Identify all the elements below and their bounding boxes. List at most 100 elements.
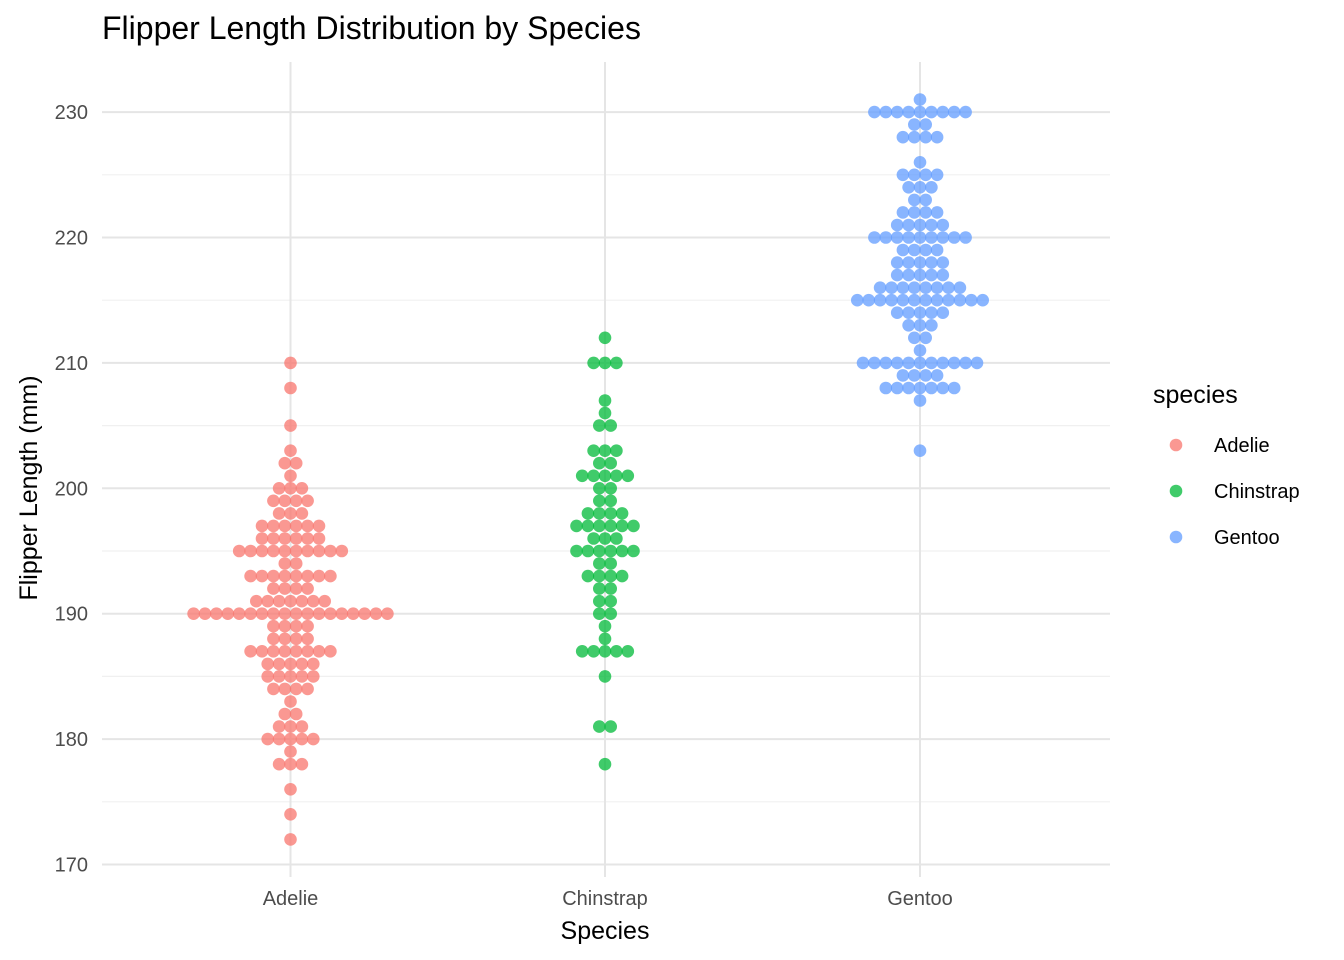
- data-point-gentoo: [942, 293, 955, 307]
- data-point-adelie: [272, 757, 286, 771]
- legend: species Adelie Chinstrap Gentoo: [1153, 381, 1300, 549]
- data-point-gentoo: [919, 168, 932, 182]
- data-point-chinstrap: [604, 519, 617, 533]
- data-point-adelie: [312, 607, 326, 620]
- data-point-chinstrap: [587, 645, 600, 658]
- y-tick-label: 230: [55, 102, 88, 124]
- legend-label-gentoo: Gentoo: [1214, 527, 1280, 549]
- legend-label-chinstrap: Chinstrap: [1214, 481, 1300, 503]
- data-point-adelie: [324, 544, 337, 558]
- data-point-adelie: [284, 745, 297, 758]
- data-point-chinstrap: [593, 594, 606, 608]
- data-point-gentoo: [890, 268, 904, 282]
- data-point-adelie: [295, 482, 309, 495]
- data-point-chinstrap: [604, 494, 617, 508]
- data-point-gentoo: [856, 356, 870, 370]
- y-tick-label: 220: [55, 228, 88, 250]
- data-point-adelie: [324, 569, 337, 583]
- data-point-adelie: [324, 607, 337, 620]
- data-point-gentoo: [902, 356, 915, 370]
- data-point-adelie: [284, 356, 297, 370]
- data-point-adelie: [301, 569, 314, 583]
- data-point-adelie: [244, 645, 257, 658]
- data-point-adelie: [289, 582, 303, 595]
- data-point-chinstrap: [587, 532, 600, 545]
- data-point-adelie: [295, 757, 309, 771]
- data-point-adelie: [295, 594, 309, 608]
- data-point-adelie: [295, 720, 309, 733]
- data-point-chinstrap: [593, 569, 606, 583]
- data-point-gentoo: [930, 369, 944, 382]
- data-point-chinstrap: [570, 544, 583, 558]
- data-point-adelie: [284, 419, 297, 432]
- data-point-adelie: [284, 444, 297, 458]
- data-point-gentoo: [908, 206, 921, 219]
- data-point-chinstrap: [610, 469, 623, 483]
- data-point-adelie: [278, 544, 292, 558]
- data-point-adelie: [284, 507, 297, 520]
- data-point-gentoo: [896, 168, 910, 182]
- data-point-gentoo: [919, 130, 932, 144]
- data-point-adelie: [255, 532, 269, 545]
- data-point-adelie: [301, 607, 314, 620]
- data-point-adelie: [301, 632, 314, 646]
- y-axis-title: Flipper Length (mm): [15, 375, 43, 600]
- data-point-adelie: [272, 594, 286, 608]
- data-point-chinstrap: [598, 532, 612, 545]
- data-point-adelie: [295, 732, 309, 746]
- data-point-chinstrap: [598, 469, 612, 483]
- data-point-adelie: [301, 582, 314, 595]
- data-point-adelie: [278, 607, 292, 620]
- data-point-adelie: [272, 732, 286, 746]
- data-point-gentoo: [908, 369, 921, 382]
- x-tick-label: Chinstrap: [562, 888, 648, 910]
- data-point-adelie: [346, 607, 360, 620]
- data-point-chinstrap: [593, 419, 606, 432]
- data-point-chinstrap: [615, 544, 629, 558]
- data-point-gentoo: [913, 381, 927, 395]
- data-point-adelie: [284, 695, 297, 708]
- data-point-gentoo: [896, 369, 910, 382]
- data-point-gentoo: [873, 281, 887, 295]
- data-point-gentoo: [936, 306, 950, 320]
- data-point-adelie: [267, 519, 280, 533]
- data-point-adelie: [272, 720, 286, 733]
- data-point-chinstrap: [615, 519, 629, 533]
- data-point-adelie: [267, 607, 280, 620]
- data-point-adelie: [301, 494, 314, 508]
- data-point-gentoo: [925, 231, 938, 244]
- data-point-adelie: [284, 720, 297, 733]
- data-point-adelie: [255, 519, 269, 533]
- data-point-chinstrap: [604, 456, 617, 470]
- data-point-chinstrap: [581, 569, 595, 583]
- data-point-chinstrap: [593, 582, 606, 595]
- data-point-gentoo: [913, 394, 927, 407]
- data-point-gentoo: [959, 231, 972, 244]
- data-point-gentoo: [902, 319, 915, 332]
- data-point-chinstrap: [575, 469, 589, 483]
- data-point-chinstrap: [615, 569, 629, 583]
- data-point-adelie: [278, 494, 292, 508]
- data-point-adelie: [187, 607, 200, 620]
- data-point-adelie: [289, 456, 303, 470]
- data-point-adelie: [301, 619, 314, 633]
- data-point-chinstrap: [615, 507, 629, 520]
- data-point-gentoo: [890, 231, 904, 244]
- data-point-gentoo: [925, 268, 938, 282]
- data-point-adelie: [284, 594, 297, 608]
- data-point-adelie: [307, 732, 320, 746]
- data-point-adelie: [318, 594, 332, 608]
- data-point-gentoo: [908, 168, 921, 182]
- data-point-chinstrap: [621, 469, 635, 483]
- data-point-gentoo: [919, 293, 932, 307]
- data-point-adelie: [272, 670, 286, 683]
- data-point-adelie: [312, 544, 326, 558]
- data-point-adelie: [284, 482, 297, 495]
- data-point-gentoo: [890, 105, 904, 119]
- data-point-chinstrap: [598, 356, 612, 370]
- data-point-adelie: [312, 519, 326, 533]
- data-point-adelie: [272, 507, 286, 520]
- data-point-adelie: [267, 682, 280, 696]
- data-point-adelie: [284, 757, 297, 771]
- data-point-adelie: [255, 607, 269, 620]
